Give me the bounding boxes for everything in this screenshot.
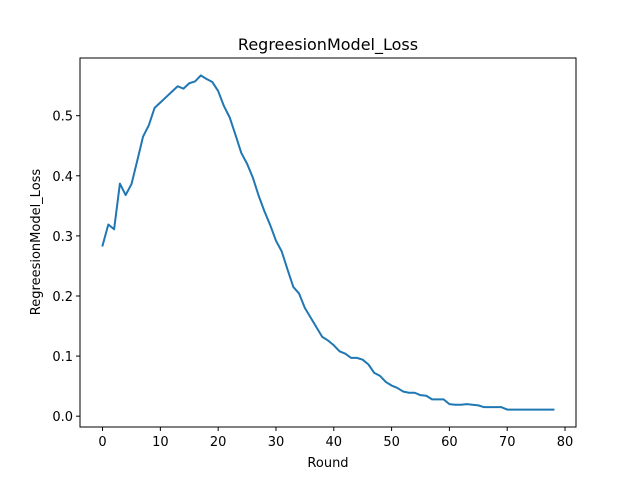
plot-area: [101, 74, 555, 411]
series-line: [101, 74, 555, 411]
y-tick-label: 0.2: [52, 290, 73, 305]
x-tick-label: 70: [499, 435, 516, 450]
y-axis: 0.0 0.1 0.2 0.3 0.4 0.5: [52, 110, 80, 425]
y-tick-label: 0.3: [52, 230, 73, 245]
y-axis-label: RegreesionModel_Loss: [29, 169, 44, 316]
x-axis: 0 10 20 30 40 50 60 70 80: [98, 427, 573, 450]
y-tick-label: 0.1: [52, 350, 73, 365]
x-tick-label: 80: [557, 435, 574, 450]
y-tick-label: 0.4: [52, 170, 73, 185]
x-tick-label: 50: [383, 435, 400, 450]
x-tick-label: 30: [268, 435, 285, 450]
x-tick-label: 40: [326, 435, 343, 450]
x-tick-label: 20: [210, 435, 227, 450]
x-tick-label: 60: [441, 435, 458, 450]
y-tick-label: 0.5: [52, 110, 73, 125]
x-tick-label: 0: [98, 435, 106, 450]
y-tick-label: 0.0: [52, 410, 73, 425]
axes-frame: [79, 57, 577, 428]
x-axis-label: Round: [307, 456, 348, 471]
x-tick-label: 10: [152, 435, 169, 450]
chart-title: RegreesionModel_Loss: [238, 35, 418, 55]
